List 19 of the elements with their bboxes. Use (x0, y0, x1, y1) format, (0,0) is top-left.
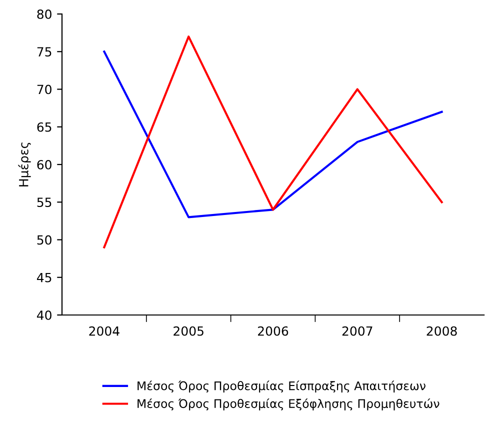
x-tick-label: 2007 (342, 326, 372, 336)
y-axis-title: Ημέρες (18, 142, 31, 186)
legend-label: Μέσος Όρος Προθεσμίας Εξόφλησης Προμηθευτών (138, 398, 440, 410)
line-series (103, 36, 443, 248)
y-tick-label: 65 (37, 122, 52, 132)
line-series (103, 50, 443, 218)
x-tick-label: 2005 (174, 326, 204, 336)
y-tick-label: 60 (37, 160, 52, 170)
y-tick-label: 55 (37, 198, 52, 208)
x-tick-label: 2004 (89, 326, 120, 336)
y-tick-label: 50 (37, 235, 52, 245)
y-tick-label: 75 (37, 47, 52, 57)
legend-label: Μέσος Όρος Προθεσμίας Είσπραξης Απαιτήσεων (138, 380, 426, 393)
x-tick-label: 2008 (426, 326, 457, 336)
x-tick-label: 2006 (258, 326, 288, 336)
y-tick-label: 40 (36, 310, 52, 320)
y-tick-label: 80 (37, 9, 52, 19)
y-tick-label: 45 (36, 273, 52, 282)
y-tick-label: 70 (37, 84, 52, 94)
